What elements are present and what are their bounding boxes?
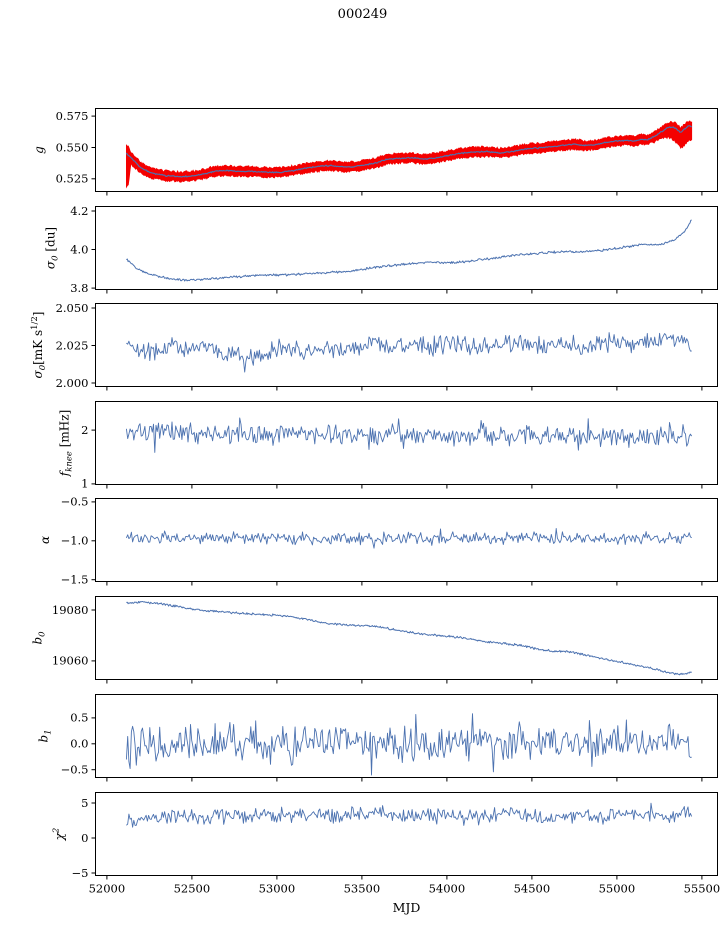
- y-tick-label: −1.5: [61, 573, 89, 587]
- y-tick-label: −0.5: [61, 763, 89, 777]
- y-tick-label: 1: [81, 477, 88, 491]
- y-tick-label: 2.050: [56, 301, 89, 315]
- series-group: [126, 601, 692, 676]
- figure-title: 000249: [337, 7, 388, 22]
- x-tick-label: 55500: [684, 882, 721, 896]
- axes-spines: [95, 694, 718, 778]
- y-axis-label-alpha: α: [38, 535, 53, 545]
- plot-area-b1: 0.5 0.0 −0.5: [61, 694, 718, 782]
- gain-model-line: [125, 125, 692, 178]
- y-tick-label: −5: [72, 866, 89, 880]
- y-axis-label-chi2: χ2: [51, 827, 67, 841]
- y-tick-label: 5: [81, 796, 88, 810]
- y-tick-label: 2: [81, 423, 88, 437]
- axes-spines: [95, 206, 718, 290]
- panel-sigma0-mks: σ0[mK s1/2] 2.000 2.025 2.050: [0, 301, 725, 391]
- y-tick-label: 19060: [52, 654, 89, 668]
- series-group: [125, 417, 693, 453]
- y-tick-label: 0.550: [56, 140, 89, 154]
- fknee-line: [125, 417, 693, 453]
- sigma0-mks-line: [126, 332, 692, 373]
- panel-sigma0-du: σ0 [du] 3.8 4.0 4.2: [0, 204, 725, 295]
- axes-spines: [95, 792, 718, 876]
- x-tick-label: 55000: [599, 882, 636, 896]
- x-tick-label: 54000: [429, 882, 466, 896]
- y-axis-label-sigma0-mks: σ0[mK s1/2]: [29, 311, 48, 379]
- panel-chi2: χ2 52000 52500 53000 53500 54000 54500 55000 55…: [0, 792, 725, 896]
- y-tick-label: 4.0: [70, 242, 88, 256]
- axes-spines: [95, 596, 718, 680]
- plot-area-b0: 19060 19080: [52, 596, 718, 684]
- y-axis-label-g: g: [31, 146, 46, 154]
- series-group: [125, 528, 692, 549]
- b0-line: [126, 601, 692, 676]
- x-tick-label: 52000: [89, 882, 126, 896]
- y-tick-label: −1.0: [61, 534, 89, 548]
- axes-spines: [95, 401, 718, 485]
- series-group: [125, 120, 693, 189]
- x-tick-label: 54500: [514, 882, 551, 896]
- chi2-line: [126, 802, 693, 828]
- y-tick-label: 0.575: [56, 109, 89, 123]
- series-group: [126, 219, 692, 282]
- y-tick-label: 3.8: [70, 281, 88, 295]
- y-axis-label-fknee: fknee [mHz]: [57, 409, 75, 477]
- axes-spines: [95, 498, 718, 582]
- x-axis-label: MJD: [392, 900, 421, 915]
- panel-alpha: α −0.5 −1.0 −1.5: [0, 495, 725, 587]
- alpha-line: [125, 528, 692, 549]
- plot-area-chi2: 52000 52500 53000 53500 54000 54500 55000 55500…: [72, 792, 720, 896]
- y-tick-label: 0.5: [70, 711, 88, 725]
- plot-area-g: 0.525 0.550 0.575: [56, 108, 718, 196]
- y-tick-label: 19080: [52, 603, 89, 617]
- x-tick-label: 53000: [259, 882, 296, 896]
- series-group: [125, 713, 692, 776]
- y-axis-label-b1: b1: [36, 729, 55, 743]
- x-tick-label: 52500: [174, 882, 211, 896]
- x-tick-label: 53500: [344, 882, 381, 896]
- series-group: [126, 802, 693, 828]
- plot-area-fknee: 12: [81, 401, 718, 491]
- y-tick-label: 2.000: [56, 376, 89, 390]
- y-axis-label-b0: b0: [29, 631, 48, 645]
- b1-line: [125, 713, 692, 776]
- y-tick-label: 0.525: [56, 172, 89, 186]
- panel-b0: b0 19060 19080: [0, 596, 725, 684]
- series-group: [126, 332, 692, 373]
- y-tick-label: 2.025: [56, 338, 89, 352]
- gain-data-band: [126, 120, 693, 189]
- y-axis-label-sigma0-du: σ0 [du]: [43, 226, 61, 270]
- plot-area-sigma0-du: 3.8 4.0 4.2: [70, 204, 718, 295]
- y-tick-label: 0: [81, 831, 88, 845]
- panel-g: g 0.525 0.550 0.575: [0, 108, 725, 196]
- axes-spines: [95, 303, 718, 387]
- y-tick-label: 4.2: [70, 204, 88, 218]
- panel-b1: b1 0.5 0.0 −0.5: [0, 694, 725, 782]
- y-tick-label: −0.5: [61, 495, 89, 509]
- sigma0-du-line: [126, 219, 692, 282]
- axes-spines: [95, 108, 718, 192]
- y-tick-label: 0.0: [70, 737, 88, 751]
- plot-area-sigma0-mks: 2.000 2.025 2.050: [56, 301, 718, 391]
- plot-area-alpha: −0.5 −1.0 −1.5: [61, 495, 718, 587]
